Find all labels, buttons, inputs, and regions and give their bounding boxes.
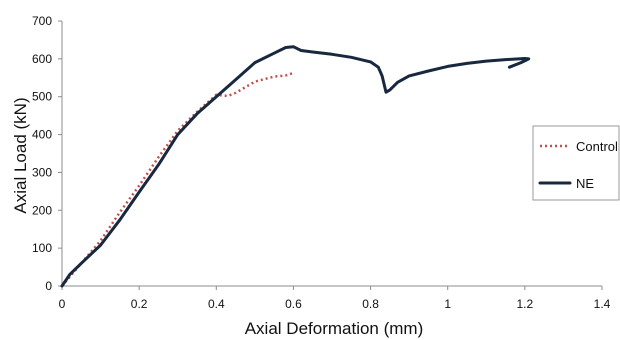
tick-labels: 0 100 200 300 400 500 600 700 0 0.2 0.4 0.6 0.8 1 1.2 1… — [32, 14, 611, 311]
y-tick-label: 200 — [32, 203, 52, 217]
y-tick-label: 700 — [32, 14, 52, 28]
y-tick-label: 100 — [32, 241, 52, 255]
y-tick-label: 600 — [32, 52, 52, 66]
x-tick-label: 0.6 — [285, 297, 302, 311]
legend-box — [532, 125, 620, 201]
legend-label-ne: NE — [576, 176, 594, 191]
x-tick-label: 0.4 — [208, 297, 225, 311]
y-tick-label: 0 — [45, 279, 52, 293]
series-line-control — [61, 71, 294, 287]
x-tick-label: 1 — [444, 297, 451, 311]
axes — [58, 20, 603, 290]
y-tick-label: 400 — [32, 128, 52, 142]
series-lines — [60, 45, 531, 288]
x-axis-title: Axial Deformation (mm) — [245, 319, 424, 338]
x-tick-label: 0.8 — [362, 297, 379, 311]
y-tick-label: 500 — [32, 90, 52, 104]
series-line-ne — [60, 45, 531, 288]
legend-label-control: Control — [576, 139, 618, 154]
y-axis-title: Axial Load (kN) — [11, 97, 30, 213]
x-tick-label: 1.2 — [517, 297, 534, 311]
legend: Control NE — [532, 125, 620, 201]
x-tick-label: 1.4 — [594, 297, 611, 311]
y-tick-label: 300 — [32, 165, 52, 179]
x-tick-label: 0.2 — [131, 297, 148, 311]
x-tick-label: 0 — [59, 297, 66, 311]
